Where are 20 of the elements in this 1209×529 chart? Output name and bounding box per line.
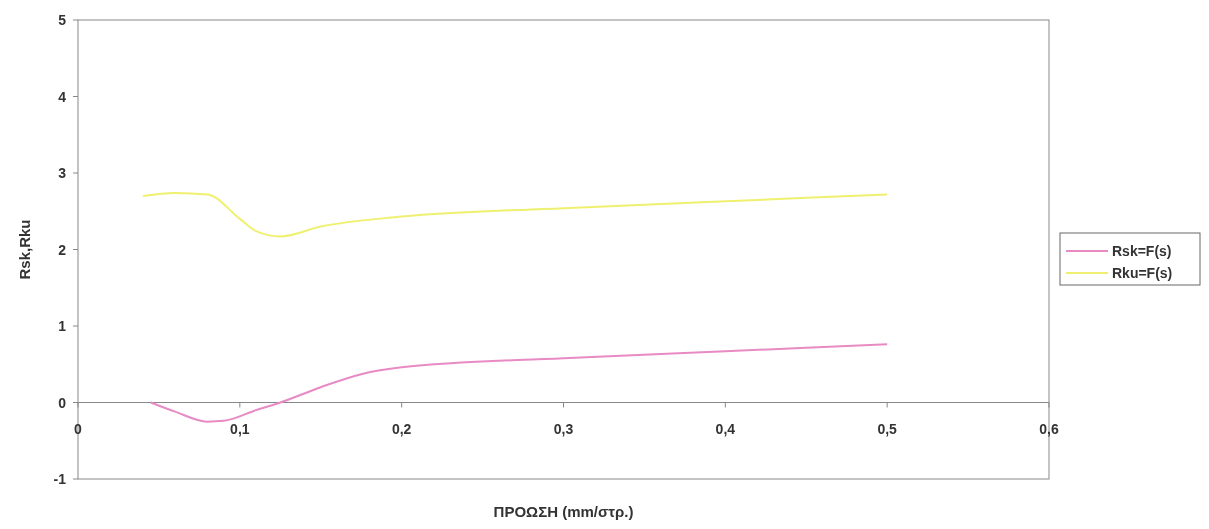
y-tick-label: 3 — [58, 165, 67, 181]
y-tick-label: 1 — [58, 318, 67, 334]
line-series — [141, 191, 889, 238]
x-axis-title: ΠΡΟΩΣΗ (mm/στρ.) — [493, 503, 634, 520]
x-tick-label: 0,1 — [230, 420, 250, 437]
y-tick-label: 4 — [58, 88, 67, 105]
x-tick-label: 0,5 — [877, 420, 898, 437]
y-tick-label: -1 — [53, 471, 67, 487]
y-axis-title: Rsk,Rku — [16, 219, 33, 280]
legend-label: Rsk=F(s) — [1112, 243, 1172, 259]
y-tick-label: 5 — [58, 12, 67, 28]
y-tick-label: 2 — [58, 241, 67, 258]
y-tick-label: 0 — [58, 394, 67, 411]
x-tick-label: 0,4 — [715, 420, 736, 437]
x-tick-label: 0,2 — [391, 420, 412, 437]
legend-label: Rku=F(s) — [1112, 265, 1173, 281]
x-tick-label: 0 — [74, 420, 83, 437]
x-tick-label: 0,3 — [553, 420, 574, 437]
line-series — [149, 343, 889, 423]
x-tick-label: 0,6 — [1039, 420, 1059, 437]
